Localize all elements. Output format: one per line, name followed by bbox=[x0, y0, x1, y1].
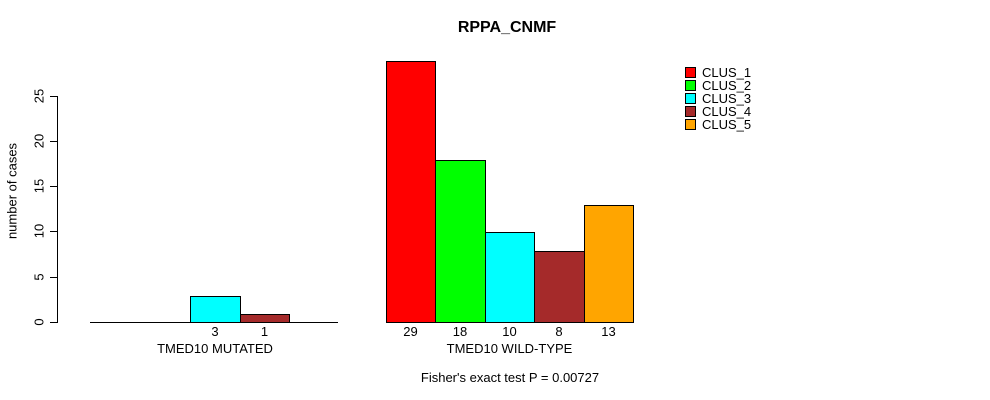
y-tick-label: 0 bbox=[31, 318, 47, 326]
legend-label: CLUS_4 bbox=[702, 104, 752, 119]
bar-clus_2 bbox=[435, 160, 486, 323]
bar-value-label: 8 bbox=[555, 324, 563, 339]
bar-clus_4 bbox=[240, 314, 290, 323]
legend-swatch-icon bbox=[685, 106, 696, 117]
y-tick-mark bbox=[50, 231, 57, 232]
y-axis-title: number of cases bbox=[4, 142, 20, 240]
y-tick-label: 10 bbox=[31, 223, 47, 239]
y-axis-line bbox=[57, 96, 58, 323]
bar-value-label: 1 bbox=[260, 324, 269, 339]
legend-item: CLUS_4 bbox=[685, 104, 752, 119]
legend-label: CLUS_2 bbox=[702, 78, 752, 93]
y-tick-mark bbox=[50, 186, 57, 187]
group-label: TMED10 WILD-TYPE bbox=[446, 341, 573, 356]
y-tick-label: 20 bbox=[31, 133, 47, 149]
legend-item: CLUS_2 bbox=[685, 78, 752, 93]
legend-item: CLUS_1 bbox=[685, 65, 752, 80]
legend-swatch-icon bbox=[685, 93, 696, 104]
legend-swatch-icon bbox=[685, 119, 696, 130]
y-tick-mark bbox=[50, 277, 57, 278]
y-tick-mark bbox=[50, 322, 57, 323]
group-label: TMED10 MUTATED bbox=[157, 341, 273, 356]
bar-clus_3 bbox=[485, 232, 535, 323]
bar-value-label: 18 bbox=[452, 324, 468, 339]
bar-clus_5 bbox=[584, 205, 634, 323]
bar-value-label: 13 bbox=[601, 324, 616, 339]
legend-item: CLUS_3 bbox=[685, 91, 752, 106]
y-tick-mark bbox=[50, 96, 57, 97]
fisher-test-annotation: Fisher's exact test P = 0.00727 bbox=[420, 370, 600, 385]
y-tick-mark bbox=[50, 141, 57, 142]
legend-item: CLUS_5 bbox=[685, 117, 752, 132]
bar-value-label: 10 bbox=[502, 324, 517, 339]
bar-clus_1 bbox=[386, 61, 436, 323]
bar-clus_4 bbox=[534, 251, 585, 323]
chart-title: RPPA_CNMF bbox=[457, 19, 557, 36]
legend-label: CLUS_5 bbox=[702, 117, 752, 132]
bar-value-label: 3 bbox=[211, 324, 219, 339]
y-tick-label: 5 bbox=[31, 273, 47, 281]
legend-label: CLUS_1 bbox=[702, 65, 752, 80]
legend-swatch-icon bbox=[685, 67, 696, 78]
y-tick-label: 15 bbox=[31, 178, 47, 194]
bar-clus_3 bbox=[190, 296, 241, 323]
bar-value-label: 29 bbox=[403, 324, 418, 339]
y-tick-label: 25 bbox=[31, 88, 47, 104]
legend-label: CLUS_3 bbox=[702, 91, 752, 106]
legend-swatch-icon bbox=[685, 80, 696, 91]
